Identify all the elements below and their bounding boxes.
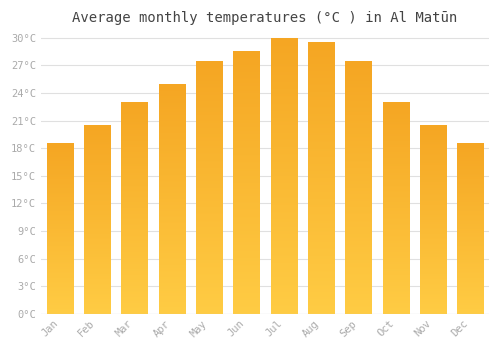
- Title: Average monthly temperatures (°C ) in Al Matūn: Average monthly temperatures (°C ) in Al…: [72, 11, 458, 25]
